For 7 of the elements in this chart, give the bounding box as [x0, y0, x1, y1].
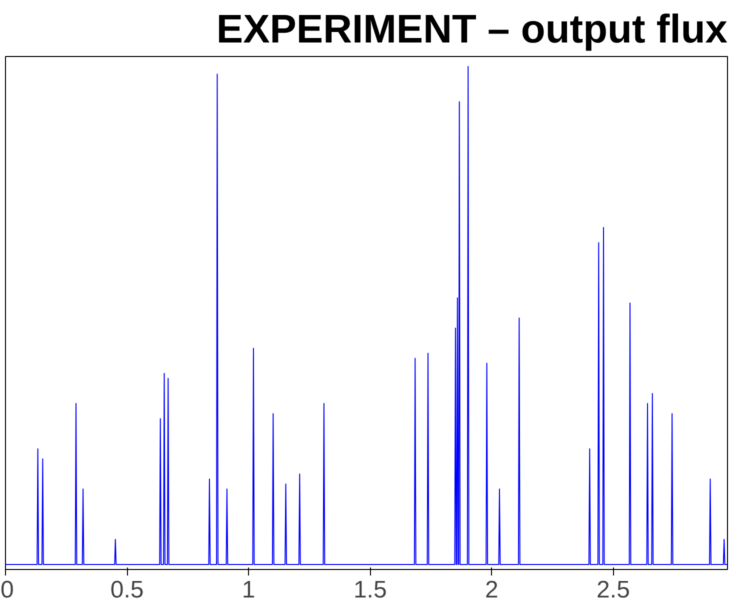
- x-tick-label: 1: [242, 576, 256, 600]
- x-tick-label: 2: [485, 576, 498, 600]
- x-tick-label: 0.5: [110, 576, 144, 600]
- x-tick-label: 1.5: [353, 576, 387, 600]
- x-tick-label: 0: [0, 576, 14, 600]
- chart-title: EXPERIMENT – output flux: [216, 8, 728, 52]
- x-tick-label: 2.5: [596, 576, 630, 600]
